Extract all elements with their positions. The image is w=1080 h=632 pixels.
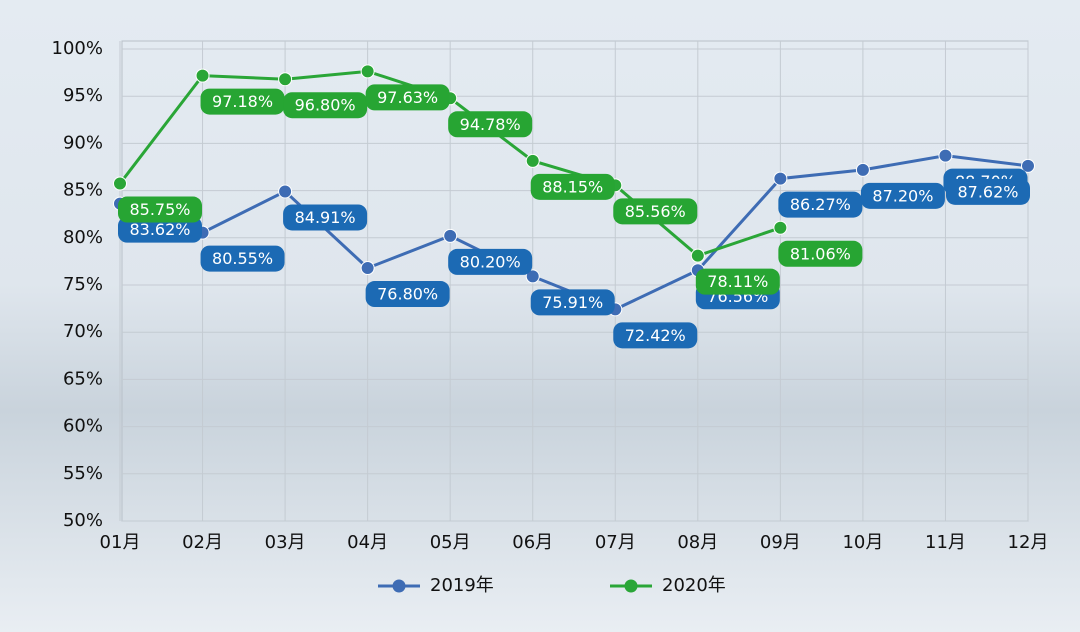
data-label-box: [118, 216, 202, 243]
y-tick-label: 90%: [63, 132, 103, 153]
point: [855, 162, 870, 177]
x-tick-label: 01月: [100, 532, 141, 553]
y-tick-label: 80%: [63, 227, 103, 248]
data-label-box: [283, 92, 368, 119]
data-label-box: [778, 240, 863, 267]
y-tick-label: 75%: [63, 274, 103, 295]
point: [278, 184, 293, 199]
x-tick-label: 04月: [347, 532, 388, 553]
data-label: 88.15%: [542, 177, 603, 196]
x-tick-label: 09月: [760, 532, 801, 553]
data-label: 76.80%: [377, 285, 438, 304]
legend-label: 2019年: [430, 575, 494, 596]
data-label-box: [695, 268, 780, 295]
data-label: 80.55%: [212, 249, 273, 268]
data-label-box: [613, 322, 698, 349]
data-label-box: [530, 289, 615, 316]
data-label: 87.20%: [872, 186, 933, 205]
point: [360, 261, 375, 276]
x-tick-label: 06月: [512, 532, 553, 553]
data-label: 97.63%: [377, 88, 438, 107]
point: [195, 68, 210, 83]
point: [278, 72, 293, 87]
data-label-box: [283, 204, 368, 231]
y-tick-label: 85%: [63, 180, 103, 201]
x-tick-label: 05月: [430, 532, 471, 553]
x-tick-label: 11月: [925, 532, 966, 553]
data-label-box: [365, 84, 450, 111]
legend-marker: [624, 579, 638, 593]
data-label-box: [613, 198, 698, 225]
point: [1021, 158, 1035, 173]
y-tick-label: 55%: [63, 463, 103, 484]
data-label: 80.20%: [460, 252, 521, 271]
data-label-box: [448, 111, 533, 138]
data-label-box: [118, 196, 202, 223]
data-label-box: [200, 245, 285, 272]
point: [773, 171, 788, 186]
data-label-box: [778, 191, 863, 218]
data-label: 72.42%: [625, 326, 686, 345]
data-label: 81.06%: [790, 244, 851, 263]
point: [360, 64, 375, 79]
y-tick-label: 65%: [63, 368, 103, 389]
data-label-box: [448, 248, 533, 275]
data-label: 97.18%: [212, 92, 273, 111]
data-label: 85.75%: [129, 200, 190, 219]
x-tick-label: 03月: [265, 532, 306, 553]
data-label: 94.78%: [460, 115, 521, 134]
data-label: 83.62%: [129, 220, 190, 239]
data-label: 87.62%: [957, 182, 1018, 201]
x-tick-label: 08月: [677, 532, 718, 553]
data-label-box: [365, 281, 450, 308]
data-label: 85.56%: [625, 202, 686, 221]
x-tick-label: 02月: [182, 532, 223, 553]
y-tick-label: 60%: [63, 416, 103, 437]
y-tick-label: 95%: [63, 85, 103, 106]
y-tick-label: 100%: [52, 38, 103, 59]
y-tick-label: 70%: [63, 321, 103, 342]
data-label-box: [860, 182, 945, 209]
x-tick-label: 10月: [842, 532, 883, 553]
data-label-box: [946, 178, 1030, 205]
point: [113, 176, 127, 191]
x-tick-label: 12月: [1008, 532, 1049, 553]
legend-label: 2020年: [662, 575, 726, 596]
data-label: 84.91%: [295, 208, 356, 227]
data-label: 78.11%: [707, 272, 768, 291]
point: [938, 148, 953, 163]
point: [690, 248, 705, 263]
point: [443, 228, 458, 243]
point: [525, 153, 540, 168]
data-label: 96.80%: [295, 96, 356, 115]
data-label: 86.27%: [790, 195, 851, 214]
data-label-box: [530, 173, 615, 200]
y-tick-label: 50%: [63, 510, 103, 531]
data-label-box: [200, 88, 285, 115]
legend-marker: [392, 579, 406, 593]
point: [525, 269, 540, 284]
x-tick-label: 07月: [595, 532, 636, 553]
data-label: 75.91%: [542, 293, 603, 312]
point: [773, 220, 788, 235]
